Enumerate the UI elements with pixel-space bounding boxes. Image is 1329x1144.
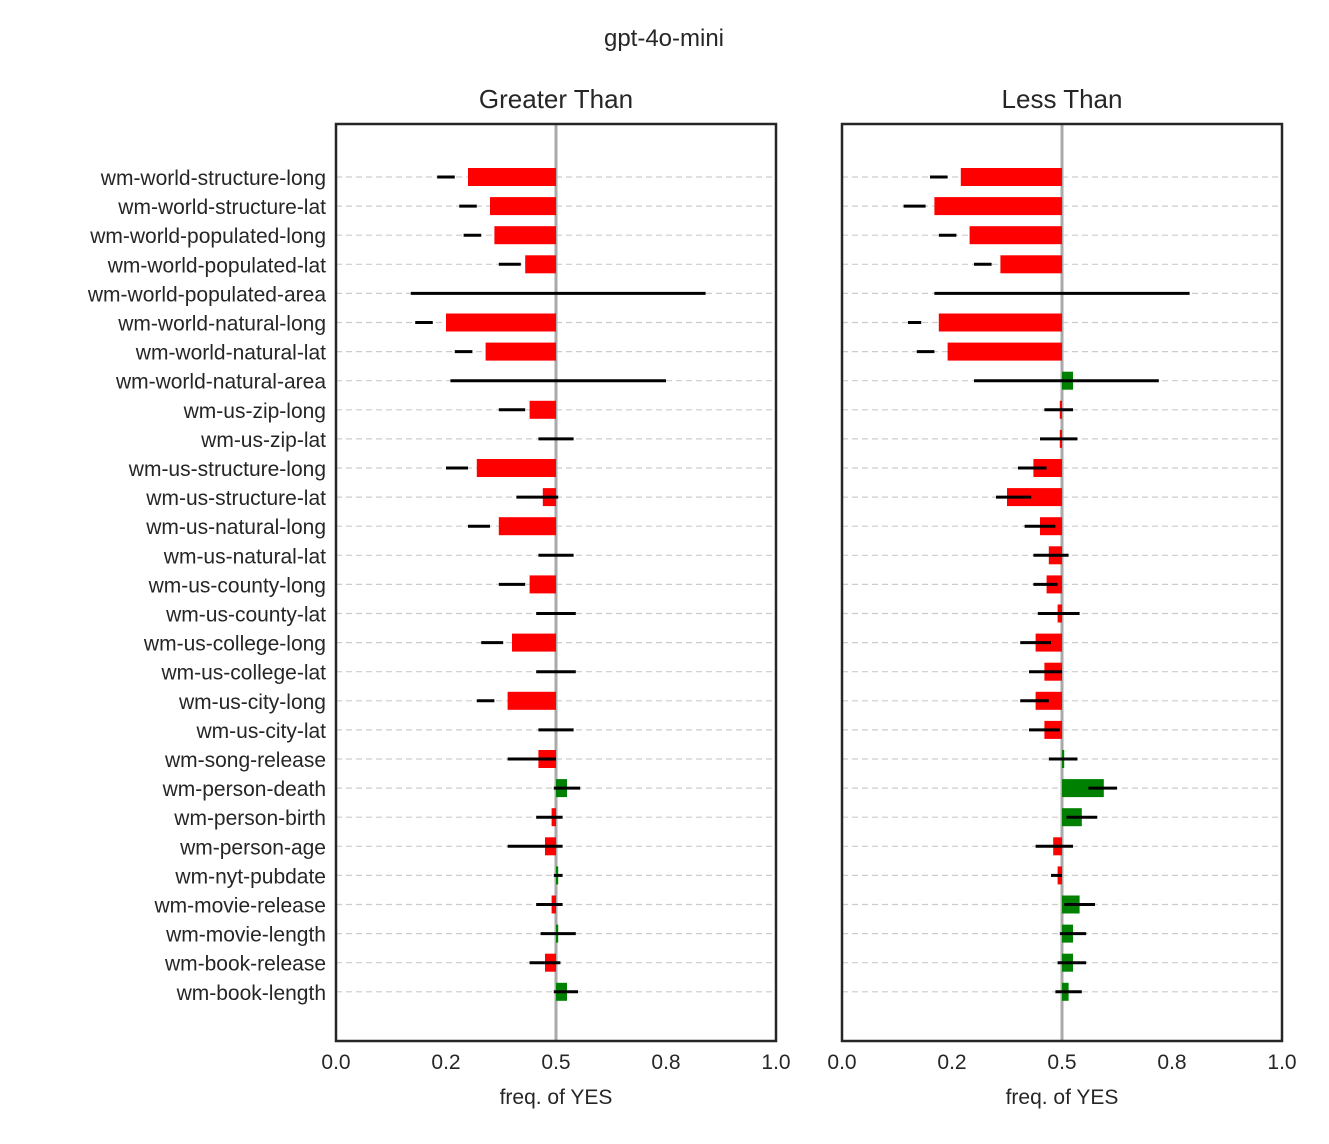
x-tick-label: 1.0: [1267, 1051, 1296, 1074]
panel-greater-than: Greater Than 0.0 0.2 0.5 0.8 1.0 freq. of YES w…: [87, 84, 791, 1109]
x-tick-label: 0.5: [541, 1051, 570, 1074]
y-tick-label: wm-us-county-long: [148, 574, 326, 597]
bar: [1033, 459, 1062, 477]
y-tick-label: wm-person-age: [179, 836, 326, 859]
bar: [529, 575, 556, 594]
bar: [947, 342, 1062, 361]
bar: [498, 517, 556, 536]
y-tick-label: wm-us-zip-lat: [200, 429, 326, 452]
x-tick-label: 0.8: [651, 1051, 680, 1074]
y-tick-label: wm-world-natural-lat: [135, 342, 326, 365]
y-tick-label: wm-movie-release: [153, 895, 326, 918]
bar: [960, 168, 1062, 186]
bar: [468, 168, 556, 186]
y-tick-label: wm-us-college-long: [143, 633, 326, 656]
y-tick-label: wm-book-release: [164, 953, 326, 976]
x-tick-label: 0.2: [937, 1051, 966, 1074]
bar: [934, 197, 1062, 216]
bar: [485, 342, 556, 361]
y-tick-label: wm-world-populated-long: [89, 225, 326, 248]
bar: [507, 691, 556, 710]
figure-suptitle: gpt-4o-mini: [604, 25, 724, 52]
y-tick-label: wm-us-city-long: [178, 691, 326, 714]
bar: [446, 313, 556, 332]
y-tick-label: wm-world-natural-area: [115, 371, 326, 394]
bar: [938, 313, 1062, 332]
y-tick-label: wm-us-structure-long: [128, 458, 326, 481]
bar: [525, 255, 556, 274]
x-tick-label: 0.0: [827, 1051, 856, 1074]
y-tick-label: wm-world-structure-long: [100, 167, 326, 190]
bar: [1000, 255, 1062, 274]
bar: [1007, 488, 1062, 507]
y-tick-label: wm-person-birth: [173, 807, 326, 830]
y-tick-label: wm-world-natural-long: [117, 313, 326, 336]
x-tick-label: 0.8: [1157, 1051, 1186, 1074]
plot-frame: [840, 122, 1284, 1043]
panel-title: Greater Than: [479, 84, 633, 114]
y-tick-label: wm-nyt-pubdate: [174, 865, 326, 888]
bar: [969, 226, 1062, 245]
x-axis-label: freq. of YES: [500, 1086, 613, 1109]
y-tick-label: wm-song-release: [164, 749, 326, 772]
y-tick-label: wm-us-zip-long: [183, 400, 326, 423]
y-tick-label: wm-us-college-lat: [160, 662, 326, 685]
y-tick-label: wm-world-populated-lat: [107, 254, 326, 277]
y-tick-label: wm-person-death: [162, 778, 326, 801]
bar: [1062, 779, 1104, 798]
x-tick-label: 0.2: [431, 1051, 460, 1074]
bar: [490, 197, 556, 216]
y-tick-label: wm-world-structure-lat: [117, 196, 326, 219]
y-tick-label: wm-us-natural-lat: [163, 545, 326, 568]
x-tick-label: 0.0: [321, 1051, 350, 1074]
y-tick-label: wm-us-natural-long: [145, 516, 326, 539]
y-tick-label: wm-book-length: [176, 982, 326, 1005]
x-tick-label: 1.0: [761, 1051, 790, 1074]
y-tick-label: wm-movie-length: [165, 924, 326, 947]
bar: [494, 226, 556, 245]
panel-title: Less Than: [1002, 84, 1123, 114]
bar: [512, 633, 556, 652]
x-tick-label: 0.5: [1047, 1051, 1076, 1074]
x-axis-label: freq. of YES: [1006, 1086, 1119, 1109]
plot-frame: [334, 122, 778, 1043]
y-tick-label: wm-us-city-lat: [196, 720, 327, 743]
y-tick-label: wm-world-populated-area: [87, 283, 326, 306]
panel-less-than: Less Than 0.0 0.2 0.5 0.8 1.0 freq. of YES: [827, 84, 1296, 1109]
y-tick-label: wm-us-county-lat: [165, 604, 326, 627]
bar: [529, 400, 556, 419]
bar: [476, 459, 556, 477]
y-tick-label: wm-us-structure-lat: [145, 487, 326, 510]
